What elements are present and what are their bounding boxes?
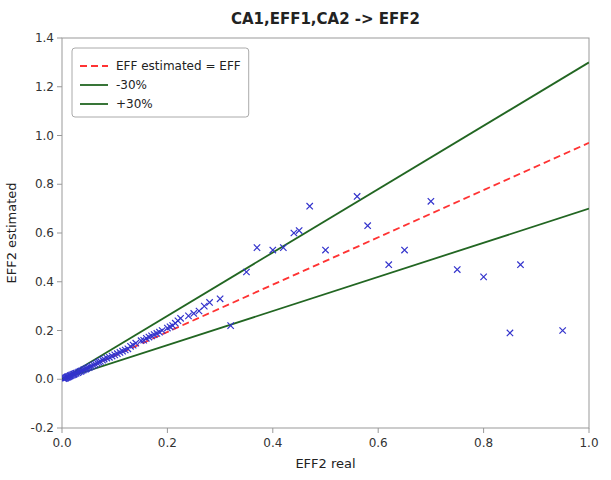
point — [559, 327, 565, 333]
legend-label: EFF estimated = EFF — [116, 59, 241, 73]
y-tick — [57, 428, 62, 429]
y-tick-label: 0.8 — [35, 177, 54, 191]
line — [62, 62, 589, 379]
y-tick-label: 1.0 — [35, 129, 54, 143]
point — [97, 358, 103, 364]
point — [401, 247, 407, 253]
y-tick-label: -0.2 — [31, 421, 54, 435]
legend-swatch — [80, 65, 108, 67]
y-tick-label: 1.4 — [35, 31, 54, 45]
point — [354, 193, 360, 199]
point — [507, 330, 513, 336]
point — [306, 203, 312, 209]
point — [322, 247, 328, 253]
background — [0, 0, 611, 480]
legend-box — [72, 48, 249, 117]
point — [428, 198, 434, 204]
point — [201, 303, 207, 309]
y-tick — [57, 135, 62, 136]
x-tick-label: 1.0 — [579, 436, 598, 450]
x-tick-label: 0.0 — [52, 436, 71, 450]
x-tick — [167, 428, 168, 433]
legend-label: -30% — [116, 78, 147, 92]
point — [280, 244, 286, 250]
y-tick-label: 0.2 — [35, 324, 54, 338]
point — [227, 322, 233, 328]
axes: 0.00.20.40.60.81.0-0.20.00.20.40.60.81.0… — [31, 31, 599, 450]
point — [177, 315, 183, 321]
point — [270, 247, 276, 253]
point — [217, 296, 223, 302]
y-tick-label: 0.4 — [35, 275, 54, 289]
x-tick-label: 0.4 — [263, 436, 282, 450]
legend-swatch — [80, 84, 108, 86]
x-tick — [272, 428, 273, 433]
x-tick-label: 0.8 — [474, 436, 493, 450]
chart-title: CA1,EFF1,CA2 -> EFF2 — [231, 10, 420, 28]
y-tick — [57, 233, 62, 234]
point — [364, 222, 370, 228]
y-tick-label: 0.0 — [35, 372, 54, 386]
y-tick-label: 1.2 — [35, 80, 54, 94]
scatter-points — [62, 193, 566, 381]
y-tick — [57, 184, 62, 185]
y-tick — [57, 38, 62, 39]
point — [254, 244, 260, 250]
point — [386, 261, 392, 267]
x-tick — [62, 428, 63, 433]
legend: EFF estimated = EFF -30% +30% — [72, 48, 249, 117]
point — [517, 261, 523, 267]
line — [62, 143, 589, 379]
point — [480, 274, 486, 280]
legend-label: +30% — [116, 97, 153, 111]
chart: 0.00.20.40.60.81.0-0.20.00.20.40.60.81.0… — [0, 0, 611, 480]
x-tick — [483, 428, 484, 433]
y-tick — [57, 330, 62, 331]
y-tick — [57, 379, 62, 380]
x-tick-label: 0.6 — [369, 436, 388, 450]
point — [296, 227, 302, 233]
x-tick-label: 0.2 — [158, 436, 177, 450]
y-axis-label: EFF2 estimated — [4, 182, 19, 283]
line — [62, 209, 589, 380]
x-axis-label: EFF2 real — [295, 456, 355, 471]
y-tick-label: 0.6 — [35, 226, 54, 240]
x-tick — [378, 428, 379, 433]
plot-frame — [62, 38, 589, 428]
point — [243, 269, 249, 275]
legend-swatch — [80, 103, 108, 105]
point — [206, 299, 212, 305]
y-tick — [57, 86, 62, 87]
y-tick — [57, 281, 62, 282]
marks — [62, 62, 589, 381]
x-tick — [589, 428, 590, 433]
point — [454, 266, 460, 272]
